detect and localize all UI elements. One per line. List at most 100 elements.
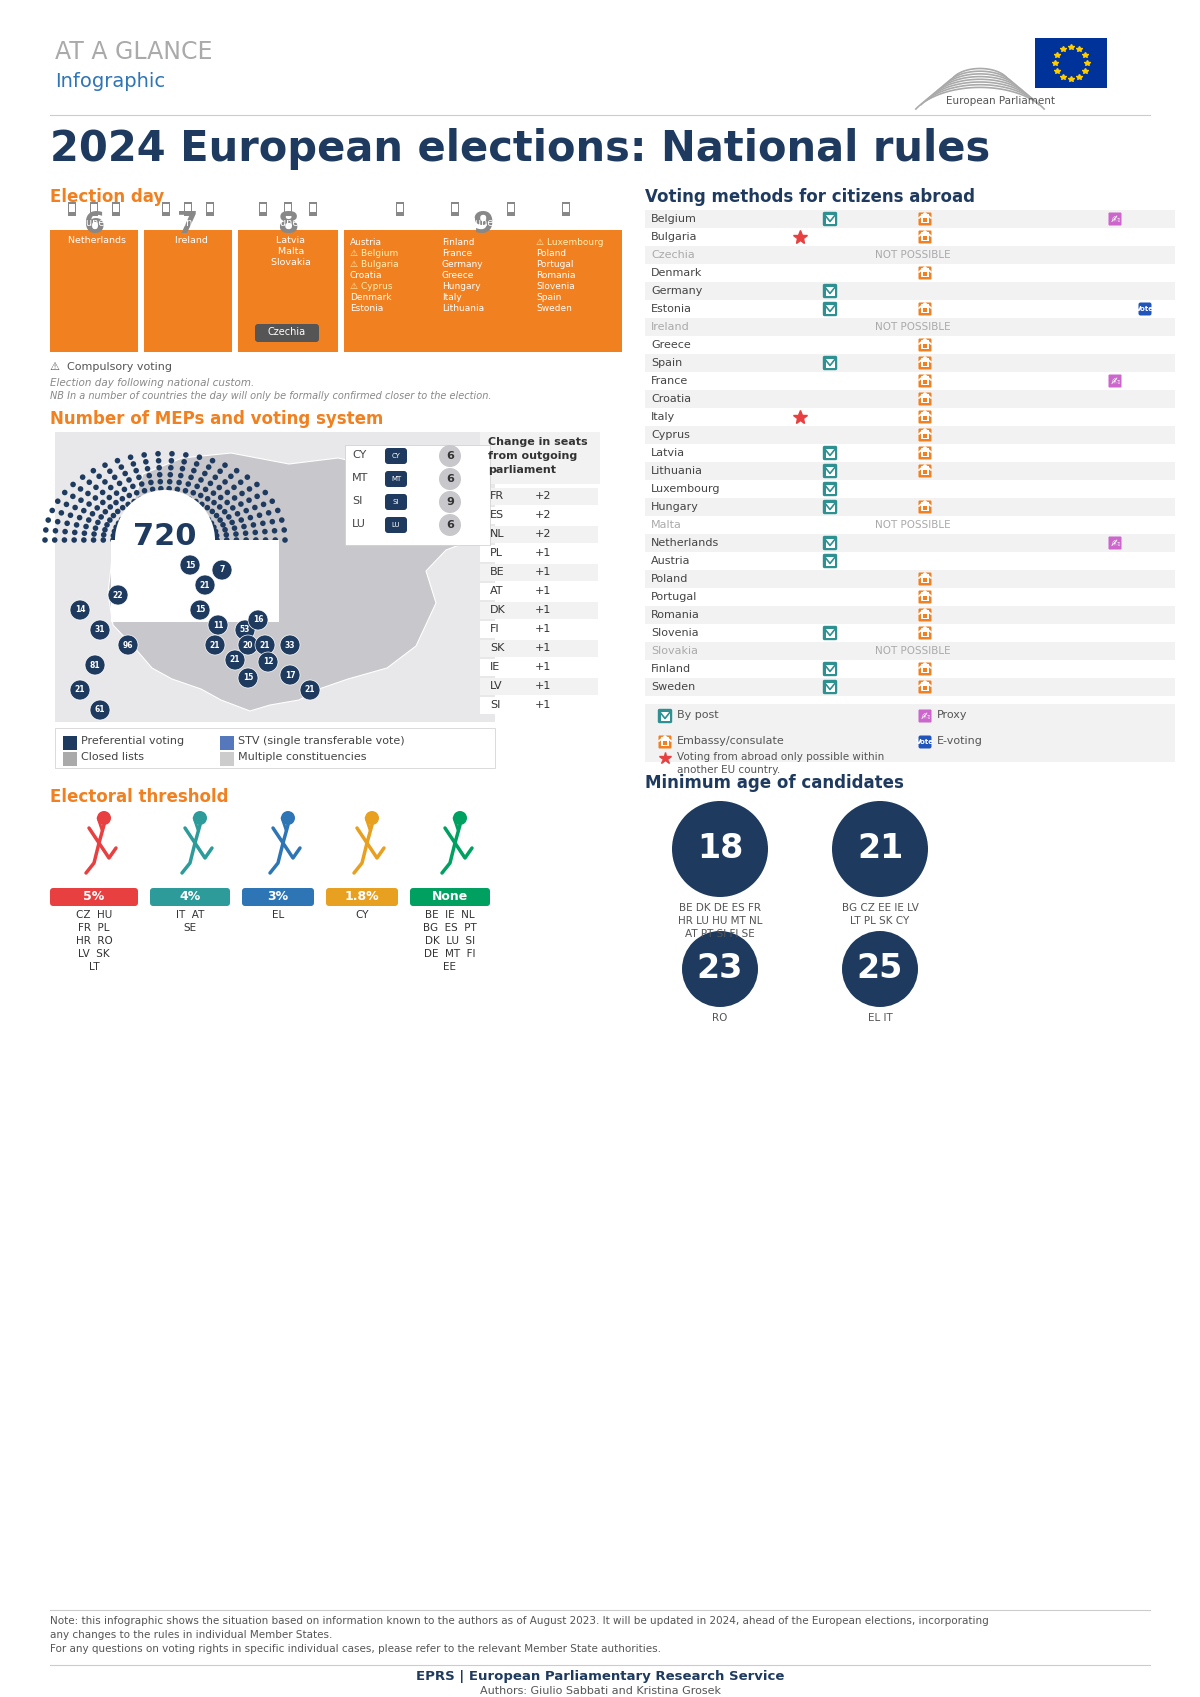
Text: NOT POSSIBLE: NOT POSSIBLE — [875, 322, 950, 333]
Text: BE  IE  NL: BE IE NL — [425, 910, 475, 920]
Circle shape — [262, 529, 268, 535]
Text: 21: 21 — [229, 655, 240, 665]
FancyBboxPatch shape — [823, 680, 836, 694]
Circle shape — [194, 462, 199, 467]
Text: LV  SK: LV SK — [78, 949, 110, 959]
Circle shape — [144, 494, 150, 501]
Circle shape — [232, 485, 236, 490]
Bar — [923, 686, 928, 691]
Circle shape — [188, 475, 194, 480]
Bar — [508, 204, 514, 212]
Bar — [646, 587, 1175, 606]
Circle shape — [155, 451, 161, 456]
Bar — [646, 407, 1175, 426]
Text: 3%: 3% — [268, 889, 288, 903]
Circle shape — [122, 512, 128, 519]
Text: Italy: Italy — [442, 294, 462, 302]
Text: 33: 33 — [284, 640, 295, 650]
Bar — [661, 736, 670, 747]
Circle shape — [205, 635, 226, 655]
Circle shape — [224, 499, 230, 506]
Circle shape — [239, 518, 244, 523]
Text: Embassy/consulate: Embassy/consulate — [677, 736, 785, 747]
Bar — [480, 563, 598, 580]
Circle shape — [78, 485, 83, 492]
Circle shape — [439, 514, 461, 536]
Text: Austria: Austria — [650, 557, 690, 567]
Text: Netherlands: Netherlands — [62, 236, 126, 244]
FancyBboxPatch shape — [242, 888, 314, 906]
Bar — [480, 640, 598, 657]
Text: By post: By post — [677, 709, 719, 720]
Circle shape — [134, 490, 139, 496]
Circle shape — [198, 511, 204, 516]
Circle shape — [222, 479, 228, 485]
Circle shape — [206, 465, 211, 470]
Bar — [826, 448, 834, 458]
Text: 21: 21 — [210, 640, 221, 650]
Text: 6: 6 — [446, 451, 454, 462]
Bar — [826, 214, 834, 224]
Circle shape — [214, 512, 220, 518]
Circle shape — [148, 501, 152, 507]
Circle shape — [102, 528, 108, 533]
Circle shape — [86, 518, 91, 523]
Bar — [923, 236, 928, 239]
Circle shape — [245, 475, 250, 480]
Circle shape — [190, 601, 210, 619]
FancyBboxPatch shape — [918, 591, 931, 604]
Circle shape — [77, 514, 83, 521]
Circle shape — [118, 635, 138, 655]
Circle shape — [131, 462, 136, 467]
Text: DK: DK — [490, 606, 505, 614]
Circle shape — [82, 538, 86, 543]
Bar — [50, 231, 138, 351]
Circle shape — [46, 518, 52, 523]
FancyBboxPatch shape — [823, 356, 836, 370]
Bar — [220, 736, 234, 750]
Text: ⚠ Belgium: ⚠ Belgium — [350, 249, 398, 258]
Bar — [646, 497, 1175, 516]
Text: Slovenia: Slovenia — [650, 628, 698, 638]
Text: 5%: 5% — [83, 889, 104, 903]
Circle shape — [85, 490, 91, 496]
Bar — [646, 552, 1175, 570]
Circle shape — [70, 494, 76, 499]
Circle shape — [226, 514, 232, 519]
Circle shape — [108, 504, 113, 509]
Text: Minimum age of candidates: Minimum age of candidates — [646, 774, 904, 792]
Circle shape — [234, 538, 239, 543]
Text: NL: NL — [490, 529, 505, 540]
Circle shape — [439, 445, 461, 467]
Text: HR  RO: HR RO — [76, 937, 113, 945]
Circle shape — [97, 811, 112, 825]
Bar — [480, 526, 598, 543]
Circle shape — [160, 501, 164, 506]
Text: Romania: Romania — [650, 609, 700, 619]
Circle shape — [187, 497, 192, 502]
FancyBboxPatch shape — [918, 356, 931, 370]
Bar — [922, 377, 929, 385]
Text: +1: +1 — [535, 567, 551, 577]
Bar — [646, 624, 1175, 641]
Circle shape — [197, 455, 203, 460]
Circle shape — [247, 514, 253, 521]
Circle shape — [133, 468, 139, 473]
Circle shape — [280, 665, 300, 686]
Bar — [396, 202, 403, 216]
Text: Luxembourg: Luxembourg — [650, 484, 720, 494]
Circle shape — [98, 514, 104, 519]
Bar — [646, 462, 1175, 480]
Circle shape — [92, 526, 98, 531]
Circle shape — [223, 533, 229, 538]
FancyBboxPatch shape — [918, 411, 931, 424]
Bar — [162, 202, 170, 216]
Text: 31: 31 — [95, 626, 106, 635]
Circle shape — [182, 489, 188, 494]
Circle shape — [211, 490, 216, 496]
Bar — [646, 679, 1175, 696]
Circle shape — [116, 480, 122, 485]
Text: Portugal: Portugal — [536, 260, 574, 270]
Text: Vote: Vote — [916, 738, 934, 745]
Text: ✍: ✍ — [920, 713, 930, 721]
